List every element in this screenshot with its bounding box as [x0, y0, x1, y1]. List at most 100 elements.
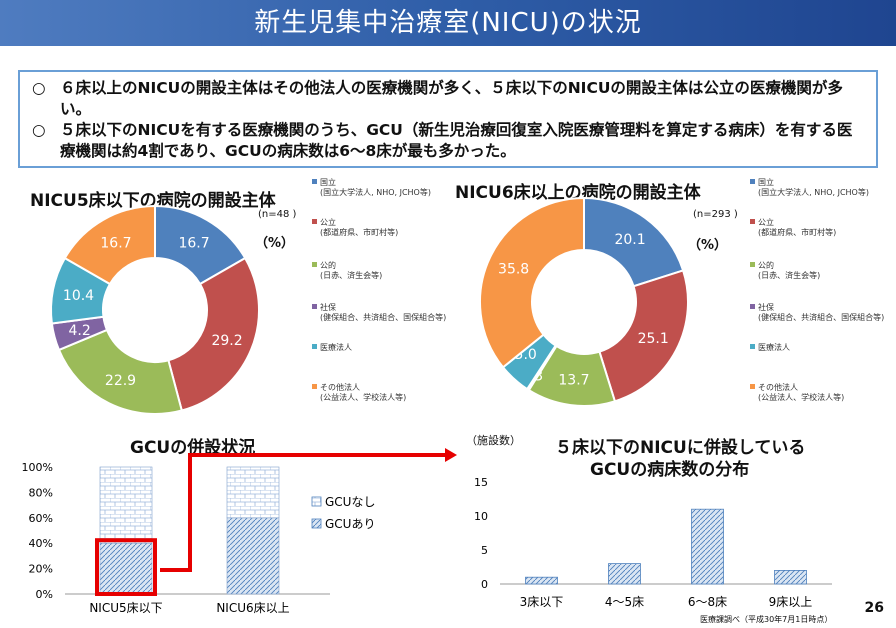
donut-slice	[63, 204, 156, 286]
legend-sublabel: (健保組合、共済組合、国保組合等)	[320, 313, 447, 322]
stacked-bar-segment	[99, 542, 153, 595]
x-category-label: 3床以下	[520, 595, 564, 609]
legend-label: 公立	[320, 218, 336, 227]
x-category-label: NICU6床以上	[216, 601, 289, 615]
legend-label: 医療法人	[758, 343, 790, 352]
legend-label: 公的	[758, 261, 774, 270]
donut-slice	[167, 256, 260, 412]
legend-sublabel: (日赤、済生会等)	[320, 271, 383, 280]
slice-value-label: 16.7	[178, 235, 209, 251]
legend-swatch	[750, 384, 755, 389]
y-tick-label: 5	[481, 544, 488, 557]
distribution-bar	[691, 508, 724, 585]
legend-swatch	[750, 219, 755, 224]
legend-item: 公立 (都道府県、市町村等)	[312, 218, 457, 238]
legend-item: 公的 (日赤、済生会等)	[750, 261, 895, 281]
donut1-title: NICU5床以下の病院の開設主体	[30, 191, 276, 211]
legend-item: その他法人 (公益法人、学校法人等)	[750, 383, 895, 403]
legend-label: GCUなし	[325, 495, 375, 509]
legend-item: 国立 (国立大学法人, NHO, JCHO等)	[750, 178, 895, 198]
legend-label: 公的	[320, 261, 336, 270]
legend-label: 公立	[758, 218, 774, 227]
legend-label: 国立	[320, 178, 336, 187]
legend-swatch	[750, 262, 755, 267]
legend-item: 社保 (健保組合、共済組合、国保組合等)	[312, 303, 457, 323]
legend-label: GCUあり	[325, 517, 375, 531]
legend-swatch	[312, 219, 317, 224]
legend-item: 公立 (都道府県、市町村等)	[750, 218, 895, 238]
legend-swatch	[312, 384, 317, 389]
legend-sublabel: (公益法人、学校法人等)	[758, 393, 845, 402]
distribution-bar	[774, 570, 807, 585]
legend-item: 国立 (国立大学法人, NHO, JCHO等)	[312, 178, 457, 198]
slice-value-label: 4.2	[69, 323, 91, 339]
distribution-bar	[608, 563, 641, 585]
legend-swatch	[312, 262, 317, 267]
x-category-label: NICU5床以下	[89, 601, 162, 615]
legend-label: その他法人	[320, 383, 360, 392]
donut2-unit: （%）	[688, 238, 728, 253]
legend-label: 社保	[320, 303, 336, 312]
legend-small: 国立 (国立大学法人, NHO, JCHO等) 公立 (都道府県、市町村等) 公的 (日赤…	[312, 178, 462, 408]
donut-slice	[583, 196, 685, 288]
legend-label: 国立	[758, 178, 774, 187]
page-number: 26	[864, 600, 884, 616]
donut2-title: NICU6床以上の病院の開設主体	[455, 183, 701, 203]
dist-title-1: ５床以下のNICUに併設している	[555, 438, 806, 458]
x-category-label: 9床以上	[769, 595, 813, 609]
donut-slice	[479, 196, 585, 369]
legend-item: 社保 (健保組合、共済組合、国保組合等)	[750, 303, 895, 323]
legend-item: その他法人 (公益法人、学校法人等)	[312, 383, 457, 403]
donut-chart-small: 16.7 29.2 22.9 4.2 10.4 16.7	[50, 204, 260, 415]
donut-chart-large: 20.125.113.70.35.035.8	[479, 196, 689, 407]
gcu-distribution-bar-chart: 0 5 10 15 3床以下 4～5床 6～8床 9床以上	[474, 476, 832, 609]
y-tick-label: 40%	[29, 537, 53, 550]
legend-sublabel: (都道府県、市町村等)	[758, 228, 837, 237]
slice-value-label: 10.4	[63, 288, 94, 304]
legend-item: 医療法人	[750, 343, 895, 353]
summary-text: ６床以上のNICUの開設主体はその他法人の医療機関が多く、５床以下のNICUの開…	[60, 79, 843, 118]
y-tick-label: 60%	[29, 512, 53, 525]
legend-label: 社保	[758, 303, 774, 312]
slice-value-label: 25.1	[638, 331, 669, 347]
gcu-stacked-bar-chart: 0% 20% 40% 60% 80% 100% NICU5床以下 NICU6床以上 GCUなし G…	[22, 461, 376, 615]
donut-slice	[57, 328, 184, 415]
x-category-label: 6～8床	[688, 595, 727, 609]
legend-sublabel: (日赤、済生会等)	[758, 271, 821, 280]
legend-swatch	[312, 344, 317, 349]
legend-swatch	[750, 304, 755, 309]
source-note: 医療課調べ（平成30年7月1日時点）	[700, 615, 833, 624]
page-title: 新生児集中治療室(NICU)の状況	[0, 0, 896, 46]
summary-box: ○ ６床以上のNICUの開設主体はその他法人の医療機関が多く、５床以下のNICU…	[18, 70, 878, 168]
y-tick-label: 0%	[36, 588, 53, 601]
red-arrow	[160, 448, 457, 572]
legend-sublabel: (国立大学法人, NHO, JCHO等)	[320, 188, 431, 197]
legend-sublabel: (国立大学法人, NHO, JCHO等)	[758, 188, 869, 197]
y-tick-label: 100%	[22, 461, 53, 474]
x-category-label: 4～5床	[605, 595, 644, 609]
dist-ylabel: （施設数）	[466, 434, 521, 447]
dist-title-2: GCUの病床数の分布	[590, 460, 750, 480]
bullet-icon: ○	[32, 79, 46, 97]
slice-value-label: 35.8	[498, 261, 529, 277]
donut1-n: (n=48 )	[258, 209, 297, 220]
legend-sublabel: (公益法人、学校法人等)	[320, 393, 407, 402]
legend-swatch	[312, 304, 317, 309]
legend-label: その他法人	[758, 383, 798, 392]
stacked-bar-segment	[99, 466, 153, 544]
legend-label: 医療法人	[320, 343, 352, 352]
summary-text: ５床以下のNICUを有する医療機関のうち、GCU（新生児治療回復室入院医療管理料…	[60, 121, 853, 160]
legend-swatch	[750, 344, 755, 349]
y-tick-label: 15	[474, 476, 488, 489]
donut1-unit: （%）	[255, 236, 295, 251]
slice-value-label: 22.9	[105, 373, 136, 389]
slice-value-label: 20.1	[614, 232, 645, 248]
legend-large: 国立 (国立大学法人, NHO, JCHO等) 公立 (都道府県、市町村等) 公的 (日赤…	[750, 178, 895, 408]
slice-value-label: 29.2	[211, 333, 242, 349]
slice-value-label: 16.7	[100, 235, 131, 251]
y-tick-label: 80%	[29, 486, 53, 499]
y-tick-label: 10	[474, 510, 488, 523]
summary-item: ○ ５床以下のNICUを有する医療機関のうち、GCU（新生児治療回復室入院医療管…	[32, 120, 866, 162]
y-tick-label: 0	[481, 578, 488, 591]
legend-swatch	[750, 179, 755, 184]
